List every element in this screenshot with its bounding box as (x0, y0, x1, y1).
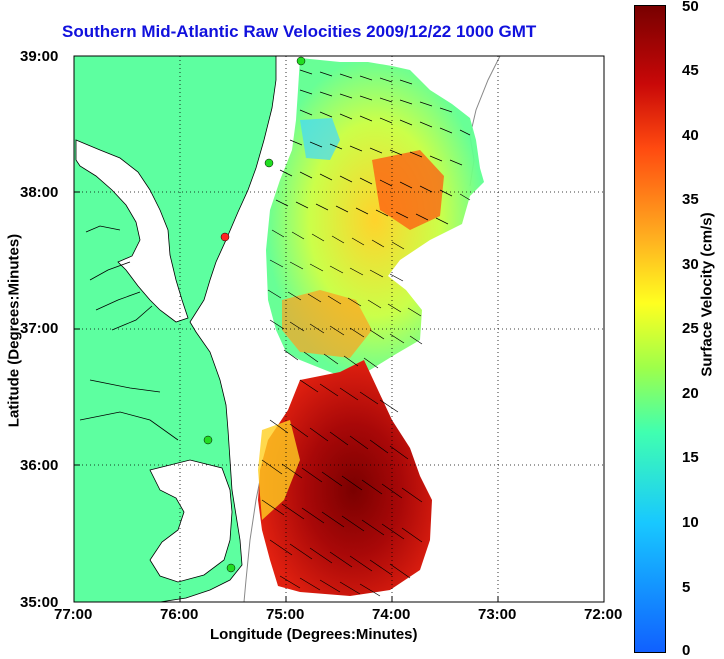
x-axis-label: Longitude (Degrees:Minutes) (210, 626, 418, 643)
coverage-red-center (372, 150, 444, 230)
y-tick-label: 35:00 (20, 594, 59, 611)
radar-station-alert (220, 232, 230, 242)
x-tick-label: 73:00 (478, 606, 517, 623)
colorbar-tick-label: 10 (682, 514, 699, 531)
axis-ticks (74, 191, 499, 602)
radar-station (226, 563, 236, 573)
coverage-south-edge (258, 420, 300, 520)
x-tick-label: 74:00 (372, 606, 411, 623)
y-tick-label: 38:00 (20, 184, 59, 201)
map-title: Southern Mid-Atlantic Raw Velocities 200… (62, 22, 537, 41)
x-tick-label: 72:00 (584, 606, 623, 623)
colorbar-tick-label: 15 (682, 449, 699, 466)
colorbar-tick-label: 35 (682, 191, 699, 208)
colorbar-tick-label: 40 (682, 127, 699, 144)
velocity-vectors (261, 69, 471, 597)
colorbar-tick-label: 20 (682, 385, 699, 402)
radar-station (264, 158, 274, 168)
x-tick-label: 75:00 (266, 606, 305, 623)
colorbar-tick-label: 0 (682, 642, 691, 659)
sound-river (79, 379, 179, 441)
x-tick-label: 77:00 (54, 606, 93, 623)
colorbar-tick-label: 30 (682, 256, 699, 273)
colorbar-label: Surface Velocity (cm/s) (698, 212, 716, 377)
x-tick-label: 76:00 (160, 606, 199, 623)
y-tick-label: 36:00 (20, 457, 59, 474)
y-tick-label: 37:00 (20, 320, 59, 337)
colorbar (634, 5, 666, 653)
colorbar-tick-label: 5 (682, 579, 691, 596)
river-1 (85, 225, 153, 331)
y-axis-label: Latitude (Degrees:Minutes) (5, 233, 23, 428)
grid-lines (74, 56, 604, 602)
chesapeake-bay (75, 139, 189, 323)
colorbar-tick-label: 25 (682, 320, 699, 337)
coverage-west-cyan (300, 118, 340, 160)
pamlico-sound (149, 459, 233, 583)
radar-station (203, 435, 213, 445)
colorbar-tick-label: 45 (682, 62, 699, 79)
coverage-orange-mid (282, 290, 372, 358)
y-tick-label: 39:00 (20, 48, 59, 65)
radar-station (296, 56, 306, 66)
colorbar-tick-label: 50 (682, 0, 699, 15)
